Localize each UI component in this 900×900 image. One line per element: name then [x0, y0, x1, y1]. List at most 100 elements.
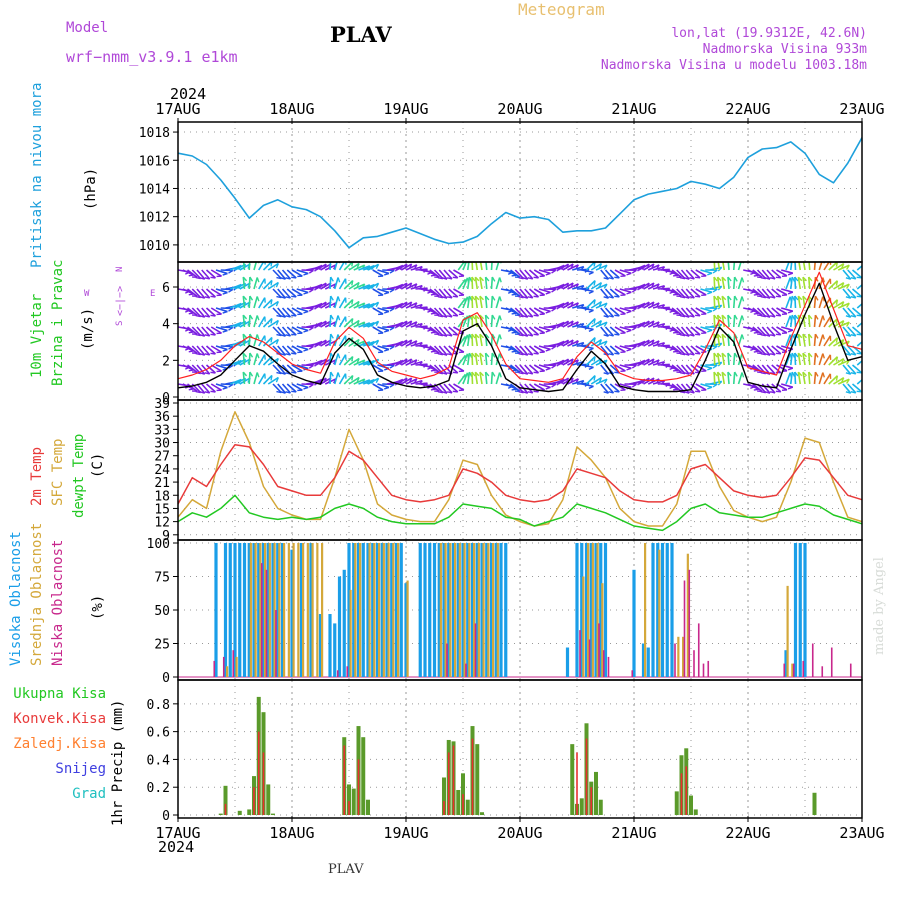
wind-barb-head	[808, 276, 813, 282]
wind-barb	[372, 288, 384, 296]
wind-barb-head	[707, 386, 713, 390]
wind-barb	[466, 353, 471, 366]
wind-barb	[818, 353, 824, 366]
day-label-bottom: 20AUG	[497, 824, 542, 842]
y-tick-label: 2	[162, 354, 170, 369]
total-rain-bar	[570, 744, 575, 815]
wind-barb	[333, 372, 339, 385]
wind-barb	[685, 288, 695, 299]
low-cloud-bar	[579, 630, 581, 677]
low-cloud-bar	[260, 563, 263, 677]
y-tick-label: 18	[154, 489, 170, 504]
y-tick-label: 24	[154, 463, 170, 478]
wind-barb	[861, 287, 862, 289]
wind-barb	[842, 307, 852, 318]
wind-barb-head	[679, 371, 686, 375]
wind-barb-head	[337, 277, 341, 283]
wind-barb	[519, 288, 529, 299]
wind-barb	[737, 334, 743, 347]
wind-barb-head	[551, 307, 557, 312]
wind-barb-head	[356, 301, 360, 307]
wind-barb	[329, 262, 332, 271]
wind-barb	[538, 269, 551, 275]
wind-barb	[552, 302, 565, 309]
wind-barb	[229, 302, 242, 309]
wind-barb	[752, 269, 763, 279]
mid-cloud-bar	[444, 543, 447, 677]
wind-barb	[215, 307, 228, 313]
wind-barb	[600, 345, 610, 356]
wind-barb	[676, 288, 686, 299]
wind-barb	[474, 277, 479, 290]
wind-barb-head	[199, 277, 205, 280]
wind-barb-head	[791, 352, 796, 358]
wind-barb	[291, 307, 303, 315]
wind-barb-head	[822, 277, 825, 283]
wind-barb-head	[845, 353, 851, 356]
wind-barb	[609, 288, 620, 298]
wind-barb-head	[303, 386, 309, 390]
wind-barb-head	[846, 302, 850, 308]
wind-barb	[557, 282, 569, 290]
wind-barb	[581, 288, 594, 293]
wind-barb-head	[256, 353, 260, 359]
wind-barb-head	[856, 352, 862, 355]
low-cloud-bar	[346, 666, 349, 677]
wind-barb	[581, 383, 594, 388]
wind-barb	[391, 340, 404, 347]
wind-barb-head	[452, 371, 458, 374]
wind-barb	[776, 307, 788, 315]
wind-barb	[484, 314, 488, 328]
wind-barb-head	[471, 333, 476, 339]
wind-barb	[766, 326, 776, 337]
wind-barb	[396, 339, 408, 347]
wind-barb	[585, 375, 596, 385]
wind-barb	[789, 371, 794, 385]
wind-barb	[716, 372, 721, 385]
wind-barb-head	[672, 312, 679, 315]
wind-barb	[353, 283, 366, 290]
wind-barb	[666, 288, 679, 295]
wind-barb	[296, 307, 309, 313]
wind-barb	[671, 364, 682, 374]
mid-cloud-bar	[406, 580, 409, 677]
total-rain-bar	[456, 789, 461, 815]
wind-barb	[861, 344, 862, 346]
wind-barb-head	[684, 353, 690, 356]
wind-barb-head	[770, 277, 776, 280]
high-cloud-bar	[394, 543, 399, 677]
wind-barb-head	[446, 391, 453, 394]
wind-barb	[567, 321, 579, 328]
wind-barb	[495, 262, 500, 271]
wind-barb-head	[753, 312, 759, 315]
wind-barb	[756, 307, 767, 318]
high-cloud-bar	[660, 543, 665, 677]
wind-barb	[643, 282, 655, 290]
wind-barb	[462, 277, 469, 290]
wind-barb	[367, 320, 379, 328]
wind-barb	[671, 307, 682, 317]
wind-barb	[847, 383, 857, 394]
wind-barb-head	[626, 367, 632, 371]
wind-barb	[716, 353, 721, 366]
wind-barb-head	[479, 371, 484, 377]
high-cloud-bar	[423, 543, 427, 677]
wind-barb-head	[485, 371, 490, 377]
wind-barb-head	[551, 364, 557, 369]
high-cloud-bar	[328, 614, 332, 677]
wind-barb	[281, 383, 292, 394]
total-rain-bar	[579, 798, 584, 815]
wind-barb-head	[797, 295, 803, 301]
wind-barb	[752, 345, 763, 355]
wind-barb-head	[291, 276, 297, 279]
wind-barb	[272, 345, 282, 356]
wind-barb-head	[588, 347, 594, 351]
wind-barb	[528, 288, 540, 298]
wind-barb-head	[522, 372, 528, 375]
wind-barb	[813, 352, 817, 366]
wind-barb	[205, 383, 216, 393]
wind-barb-head	[384, 348, 390, 352]
wind-barb	[210, 269, 222, 277]
wind-barb-head	[375, 263, 380, 270]
high-cloud-bar	[437, 543, 441, 677]
